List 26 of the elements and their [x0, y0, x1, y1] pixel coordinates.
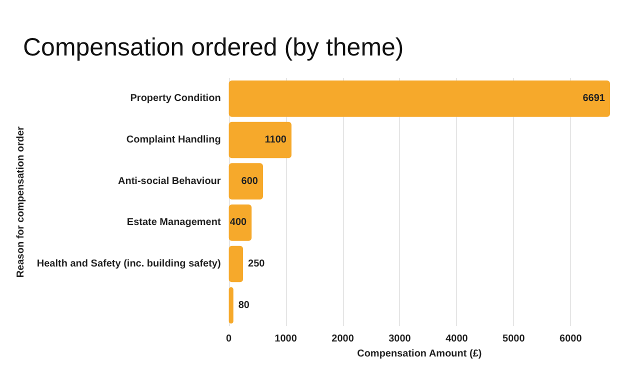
x-tick-label: 0 — [226, 334, 232, 344]
x-axis-title: Compensation Amount (£) — [357, 348, 482, 360]
x-tick-label: 1000 — [274, 334, 298, 344]
bar — [228, 80, 610, 117]
y-tick-label: Estate Management — [126, 217, 222, 228]
y-tick-label: Anti-social Behaviour — [118, 176, 221, 187]
bar — [228, 246, 244, 282]
bar — [228, 163, 263, 200]
x-tick-label: 3000 — [388, 334, 412, 344]
x-tick-label: 6000 — [560, 334, 582, 344]
y-tick-label: Property Condition — [130, 93, 221, 104]
x-tick-label: 2000 — [332, 334, 354, 344]
data-label: 6691 — [582, 93, 606, 104]
bar — [228, 122, 292, 158]
y-tick-label: Health and Safety (inc. building safety) — [36, 258, 221, 270]
x-tick-label: 5000 — [502, 334, 526, 344]
y-tick-label: Complaint Handling — [126, 134, 221, 146]
x-tick-label: 4000 — [446, 334, 468, 344]
y-axis-title: Reason for compensation order — [16, 126, 26, 278]
data-label: 250 — [248, 258, 266, 270]
data-label: 1100 — [264, 134, 287, 146]
data-label: 400 — [230, 217, 248, 228]
bar — [228, 287, 234, 324]
chart-title: Compensation ordered (by theme) — [23, 34, 404, 62]
data-label: 80 — [238, 300, 250, 311]
data-label: 600 — [241, 176, 258, 187]
